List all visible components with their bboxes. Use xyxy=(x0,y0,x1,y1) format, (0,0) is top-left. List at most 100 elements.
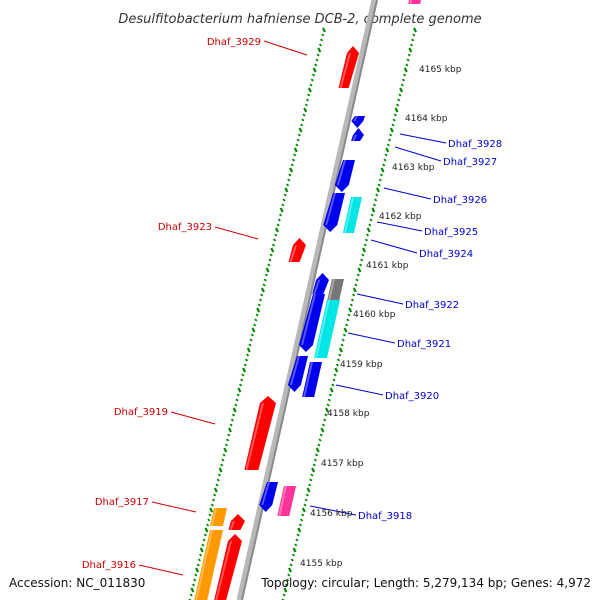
gene-label-dhaf-3924[interactable]: Dhaf_3924 xyxy=(419,249,473,260)
gene-top-magenta-highlight xyxy=(409,0,412,4)
gene-label-dhaf-3919[interactable]: Dhaf_3919 xyxy=(114,407,168,418)
tick-mark-right xyxy=(368,223,372,227)
tick-mark-left xyxy=(284,187,289,193)
tick-mark-left xyxy=(213,487,218,493)
tick-mark-left xyxy=(287,178,291,182)
tick-mark-left xyxy=(256,307,261,313)
gene-label-dhaf-3926[interactable]: Dhaf_3926 xyxy=(433,195,487,206)
tick-mark-right xyxy=(356,273,360,277)
gene-dhaf-3928 xyxy=(351,116,365,128)
tick-mark-right xyxy=(301,507,306,513)
leader-dhaf-3918 xyxy=(309,505,357,516)
tick-mark-right xyxy=(413,27,417,33)
tick-mark-right xyxy=(387,138,392,142)
tick-mark-left xyxy=(204,527,209,533)
tick-mark-right xyxy=(371,207,376,213)
kbp-label: 4160 kbp xyxy=(353,310,396,320)
tick-mark-left xyxy=(207,518,211,522)
gene-label-dhaf-3923[interactable]: Dhaf_3923 xyxy=(158,222,212,233)
gene-dhaf-3919-highlight xyxy=(245,403,264,470)
tick-mark-right xyxy=(333,373,337,377)
kbp-label: 4158 kbp xyxy=(327,409,370,419)
tick-mark-left xyxy=(227,433,231,437)
tick-mark-right xyxy=(294,543,298,547)
tick-mark-right xyxy=(361,253,365,257)
gene-label-dhaf-3920[interactable]: Dhaf_3920 xyxy=(385,391,439,402)
tick-mark-left xyxy=(293,153,297,157)
tick-mark-right xyxy=(397,98,401,102)
tick-mark-right xyxy=(363,243,367,247)
tick-mark-left xyxy=(215,483,219,487)
gene-label-dhaf-3929[interactable]: Dhaf_3929 xyxy=(207,37,261,48)
tick-mark-right xyxy=(372,203,377,207)
tick-mark-left xyxy=(190,587,195,593)
gene-label-dhaf-3918[interactable]: Dhaf_3918 xyxy=(358,511,412,522)
tick-mark-left xyxy=(293,147,298,153)
gene-dhaf-3921a-highlight xyxy=(300,294,316,345)
gene-label-dhaf-3916[interactable]: Dhaf_3916 xyxy=(82,560,136,571)
tick-mark-right xyxy=(411,38,415,42)
kbp-label: 4165 kbp xyxy=(419,65,462,75)
tick-mark-right xyxy=(399,87,404,93)
tick-mark-left xyxy=(248,343,252,347)
tick-mark-left xyxy=(231,413,236,417)
tick-mark-right xyxy=(328,393,333,397)
gene-label-dhaf-3927[interactable]: Dhaf_3927 xyxy=(443,157,497,168)
tick-mark-right xyxy=(364,238,368,242)
tick-mark-right xyxy=(357,267,362,273)
tick-mark-right xyxy=(335,363,339,367)
tick-mark-right xyxy=(374,198,378,202)
tick-mark-right xyxy=(311,467,316,473)
kbp-label: 4162 kbp xyxy=(379,212,422,222)
tick-mark-left xyxy=(257,303,261,307)
tick-mark-right xyxy=(394,107,399,113)
tick-mark-left xyxy=(268,258,272,262)
tick-mark-left xyxy=(193,578,197,582)
tick-mark-left xyxy=(279,207,284,213)
tick-mark-right xyxy=(319,433,323,437)
tick-mark-left xyxy=(282,198,286,202)
tick-mark-right xyxy=(383,158,387,162)
tick-mark-left xyxy=(188,598,192,600)
tick-mark-left xyxy=(311,73,315,77)
gene-label-dhaf-3917[interactable]: Dhaf_3917 xyxy=(95,497,149,508)
gene-label-dhaf-3921[interactable]: Dhaf_3921 xyxy=(397,339,451,350)
kbp-label: 4155 kbp xyxy=(300,559,343,569)
genome-summary-text: Topology: circular; Length: 5,279,134 bp… xyxy=(260,576,591,590)
tick-mark-left xyxy=(213,493,217,497)
tick-mark-right xyxy=(292,547,297,553)
gene-label-dhaf-3928[interactable]: Dhaf_3928 xyxy=(448,139,502,150)
tick-mark-left xyxy=(253,323,257,327)
tick-mark-right xyxy=(379,173,383,177)
tick-mark-left xyxy=(285,183,290,187)
tick-mark-left xyxy=(269,253,273,257)
tick-mark-right xyxy=(324,413,328,417)
tick-mark-right xyxy=(310,473,314,477)
tick-mark-left xyxy=(297,133,301,137)
tick-mark-right xyxy=(370,213,374,217)
tick-mark-right xyxy=(362,247,367,253)
gene-dhaf-3918-highlight xyxy=(278,486,287,516)
gene-dhaf-3916 xyxy=(194,530,223,600)
kbp-label: 4163 kbp xyxy=(392,163,435,173)
tick-mark-left xyxy=(243,363,247,367)
tick-mark-right xyxy=(304,498,308,502)
accession-text: Accession: NC_011830 xyxy=(9,576,145,590)
tick-mark-right xyxy=(327,398,331,402)
gene-dhaf-3922a xyxy=(312,273,329,294)
tick-mark-right xyxy=(352,287,357,293)
tick-mark-right xyxy=(346,318,350,322)
leader-dhaf-3924 xyxy=(370,239,418,254)
gene-label-dhaf-3925[interactable]: Dhaf_3925 xyxy=(424,227,478,238)
gene-label-dhaf-3922[interactable]: Dhaf_3922 xyxy=(405,300,459,311)
tick-mark-right xyxy=(296,533,300,537)
tick-mark-right xyxy=(348,307,353,313)
tick-mark-right xyxy=(354,283,358,287)
tick-mark-left xyxy=(201,543,205,547)
tick-mark-right xyxy=(409,43,414,47)
tick-mark-left xyxy=(236,393,240,397)
tick-mark-left xyxy=(265,267,270,273)
tick-mark-right xyxy=(312,463,316,467)
gene-dhaf-3924-highlight xyxy=(343,197,354,233)
